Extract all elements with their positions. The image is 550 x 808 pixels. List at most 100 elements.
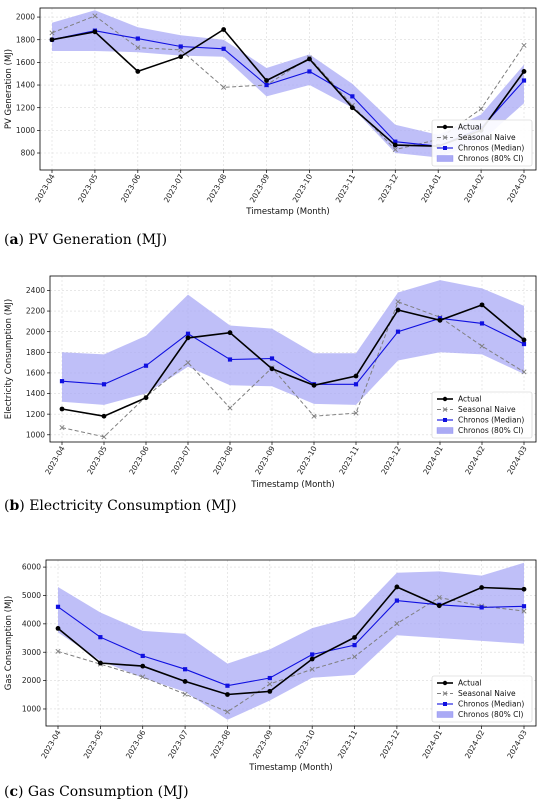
y-tick-label: 1000	[16, 126, 35, 135]
x-tick-label: 2023-07	[166, 728, 190, 760]
legend-swatch-ci	[436, 711, 454, 718]
y-tick-label: 2000	[26, 327, 45, 336]
x-tick-label: 2024-03	[505, 728, 529, 760]
x-tick-label: 2023-12	[377, 172, 401, 204]
point-seasonal-naive	[267, 681, 273, 687]
point-chronos-median	[267, 675, 272, 681]
x-axis-label: Timestamp (Month)	[245, 207, 329, 217]
point-chronos-median	[101, 382, 107, 387]
point-actual	[521, 337, 527, 343]
electricity-consumption-chart: 1000 1200 1400 1600 1800 2000 2200 2400 2023-04 2…	[4, 275, 537, 490]
point-chronos-median	[521, 78, 527, 83]
series-line-chronos-median	[57, 600, 525, 687]
point-actual	[59, 406, 65, 412]
point-seasonal-naive	[92, 13, 98, 19]
plot-frame	[39, 7, 537, 171]
point-seasonal-naive	[479, 343, 485, 349]
point-chronos-median	[352, 643, 357, 648]
x-tick-label: 2023-05	[85, 444, 109, 476]
x-axis-label: Timestamp (Month)	[248, 763, 332, 773]
x-tick-label: 2023-06	[124, 728, 148, 760]
x-tick-label: 2024-02	[463, 444, 487, 476]
point-chronos-median	[395, 329, 401, 334]
point-actual	[479, 302, 485, 308]
confidence-band	[62, 280, 524, 405]
series-line-seasonal-naive	[61, 301, 525, 438]
point-actual	[135, 69, 141, 74]
series-line-chronos-median	[61, 317, 525, 385]
caption-letter: c	[9, 784, 18, 800]
point-seasonal-naive	[521, 608, 527, 614]
x-tick-label: 2024-01	[419, 172, 443, 204]
point-seasonal-naive	[392, 147, 398, 153]
point-actual	[55, 625, 61, 631]
point-chronos-median	[178, 44, 183, 49]
point-actual	[221, 27, 227, 32]
point-actual	[225, 692, 230, 697]
point-chronos-median	[350, 94, 355, 99]
x-tick-label: 2023-04	[39, 728, 63, 760]
point-actual	[479, 585, 485, 590]
y-tick-label: 2400	[26, 286, 45, 295]
caption-gas: (c) Gas Consumption (MJ)	[4, 784, 189, 800]
point-chronos-median	[353, 382, 359, 387]
point-chronos-median	[55, 604, 61, 609]
y-tick-label: 2000	[16, 13, 35, 22]
point-chronos-median	[140, 653, 145, 659]
x-tick-label: 2024-01	[421, 444, 445, 476]
point-chronos-median	[394, 598, 400, 603]
caption-text: PV Generation (MJ)	[28, 232, 168, 248]
point-chronos-median	[264, 82, 269, 88]
legend-marker	[442, 407, 448, 412]
legend-marker	[443, 146, 447, 150]
x-tick-label: 2023-11	[337, 444, 361, 476]
y-tick-label: 1800	[16, 35, 35, 44]
point-chronos-median	[393, 139, 398, 144]
point-actual	[437, 317, 443, 323]
point-actual	[264, 78, 269, 83]
point-seasonal-naive	[224, 709, 230, 715]
point-seasonal-naive	[101, 434, 107, 440]
point-actual	[49, 37, 55, 43]
point-chronos-median	[307, 69, 312, 74]
gas-consumption-chart: 1000 2000 3000 4000 5000 6000 2023-04 2023-05 20…	[4, 559, 537, 773]
point-chronos-median	[185, 331, 191, 336]
point-chronos-median	[479, 605, 484, 610]
point-seasonal-naive	[394, 621, 400, 627]
point-chronos-median	[221, 46, 226, 51]
point-seasonal-naive	[185, 360, 191, 366]
point-actual	[349, 105, 355, 111]
x-tick-label: 2023-07	[162, 172, 186, 204]
x-tick-label: 2023-05	[82, 728, 106, 760]
x-tick-label: 2023-08	[205, 172, 229, 204]
point-seasonal-naive	[182, 691, 188, 697]
point-actual	[436, 603, 442, 609]
plot-frame	[49, 275, 537, 443]
point-actual	[267, 688, 273, 694]
y-tick-label: 2000	[22, 676, 41, 685]
point-seasonal-naive	[353, 410, 359, 416]
y-tick-label: 2200	[26, 307, 45, 316]
legend-label-chronos-80-ci: Chronos (80% CI)	[458, 154, 524, 163]
x-axis-label: Timestamp (Month)	[250, 480, 334, 490]
x-tick-label: 2024-02	[462, 172, 486, 204]
legend-label-chronos-80-ci: Chronos (80% CI)	[458, 710, 524, 719]
legend-marker	[443, 702, 447, 706]
y-tick-label: 800	[21, 149, 36, 158]
y-axis-label: Electricity Consumption (MJ)	[4, 299, 14, 419]
y-tick-label: 1200	[16, 103, 35, 112]
point-seasonal-naive	[352, 654, 358, 660]
point-chronos-median	[143, 363, 149, 368]
y-tick-label: 1000	[22, 705, 41, 714]
point-seasonal-naive	[311, 413, 317, 419]
point-actual	[182, 679, 188, 684]
x-tick-label: 2023-09	[248, 172, 272, 204]
point-actual	[395, 307, 401, 313]
x-tick-label: 2023-08	[209, 728, 233, 760]
y-tick-label: 1200	[26, 410, 45, 419]
point-actual	[97, 660, 103, 666]
legend-box	[431, 391, 533, 439]
legend-label-chronos-80-ci: Chronos (80% CI)	[458, 426, 524, 435]
point-seasonal-naive	[49, 30, 55, 36]
point-seasonal-naive	[135, 45, 141, 51]
